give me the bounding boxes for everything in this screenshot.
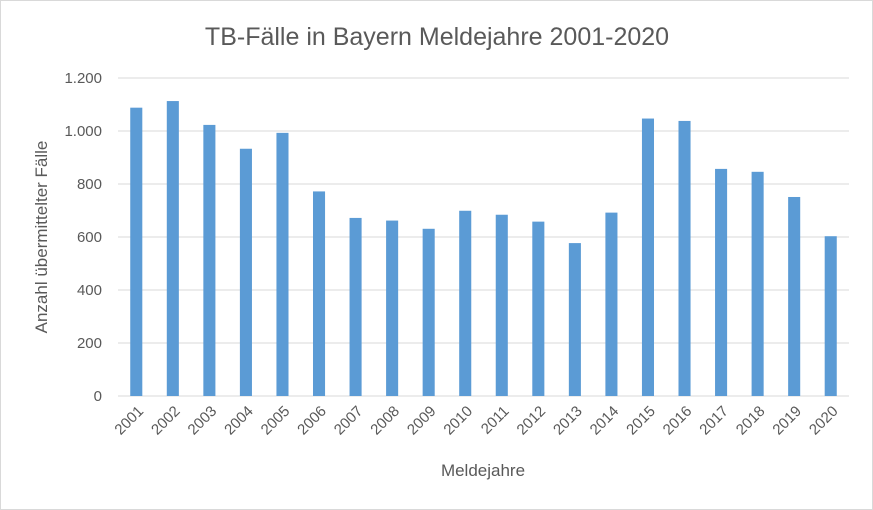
x-axis-title: Meldejahre <box>441 461 525 480</box>
x-tick-label: 2009 <box>404 403 440 439</box>
bar-2012 <box>532 221 545 396</box>
bar-2019 <box>788 196 801 396</box>
bar-2004 <box>239 148 252 396</box>
bar-2008 <box>386 220 399 396</box>
x-tick-label: 2005 <box>258 403 294 439</box>
x-tick-label: 2011 <box>478 403 513 438</box>
x-tick-label: 2007 <box>331 403 367 439</box>
y-tick-label: 400 <box>77 282 102 299</box>
x-tick-label: 2014 <box>587 403 623 439</box>
y-axis-ticks: 0 200 400 600 800 1.000 1.200 <box>64 70 102 405</box>
x-tick-label: 2019 <box>769 403 805 439</box>
bar-2003 <box>203 124 216 396</box>
x-tick-label: 2012 <box>514 403 550 439</box>
bar-2014 <box>605 212 618 396</box>
x-tick-label: 2015 <box>623 403 659 439</box>
y-tick-label: 600 <box>77 229 102 246</box>
bar-2009 <box>422 228 435 396</box>
bar-2018 <box>751 171 764 396</box>
bar-2006 <box>312 191 326 396</box>
y-tick-label: 800 <box>77 176 102 193</box>
bar-2017 <box>715 168 728 396</box>
x-tick-label: 2013 <box>550 403 586 439</box>
chart-title: TB-Fälle in Bayern Meldejahre 2001-2020 <box>205 23 669 51</box>
y-axis-title: Anzahl übermittelter Fälle <box>32 141 51 334</box>
bars <box>130 101 837 397</box>
x-tick-label: 2004 <box>221 403 257 439</box>
bar-2002 <box>166 101 179 397</box>
x-tick-label: 2001 <box>111 403 147 439</box>
x-tick-label: 2020 <box>806 403 842 439</box>
x-tick-label: 2018 <box>733 403 769 439</box>
bar-2010 <box>459 210 472 396</box>
bar-2016 <box>678 120 691 397</box>
y-tick-label: 0 <box>94 388 102 405</box>
x-tick-label: 2002 <box>148 403 184 439</box>
bar-2015 <box>641 118 655 397</box>
x-tick-label: 2017 <box>696 403 732 439</box>
x-tick-label: 2006 <box>294 403 330 439</box>
bar-2013 <box>568 243 581 396</box>
x-tick-label: 2008 <box>367 403 403 439</box>
x-tick-label: 2003 <box>185 403 221 439</box>
x-tick-label: 2010 <box>440 403 476 439</box>
gridlines <box>118 77 849 397</box>
x-tick-label: 2016 <box>660 403 696 439</box>
y-tick-label: 200 <box>77 335 102 352</box>
x-axis-ticks: 2001 2002 2003 2004 2005 2006 2007 2008 2009 2010… <box>111 403 841 439</box>
y-tick-label: 1.000 <box>64 123 102 140</box>
bar-2005 <box>276 132 289 397</box>
y-tick-label: 1.200 <box>64 70 102 87</box>
bar-2020 <box>824 236 837 396</box>
bar-2011 <box>495 214 508 396</box>
bar-2007 <box>349 217 362 396</box>
bar-2001 <box>130 107 143 397</box>
